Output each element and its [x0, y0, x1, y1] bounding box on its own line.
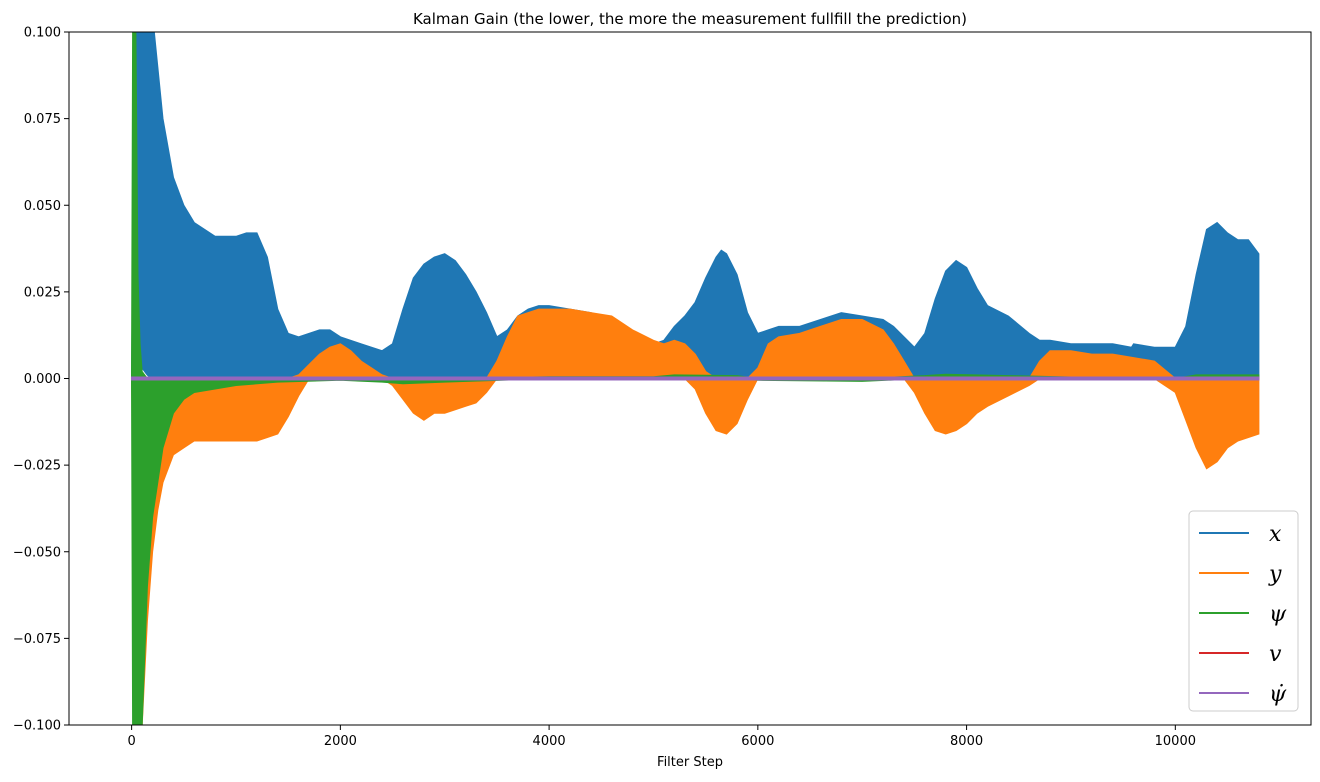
y-tick-label: −0.025: [13, 459, 61, 474]
legend-label: v: [1269, 642, 1282, 667]
y-tick-label: −0.075: [13, 632, 61, 647]
x-axis-label: Filter Step: [657, 755, 723, 770]
series-layer: [130, 32, 1260, 725]
legend-box: [1188, 510, 1299, 712]
legend-label: x: [1269, 522, 1282, 547]
x-tick-label: 8000: [950, 734, 983, 749]
y-tick-label: 0.075: [24, 112, 61, 127]
x-tick-label: 0: [127, 734, 135, 749]
y-tick-label: 0.025: [24, 285, 61, 300]
x-axis: 0 2000 4000 6000 8000 10000: [127, 725, 1196, 749]
y-tick-label: 0.050: [24, 199, 61, 214]
y-tick-label: −0.050: [13, 545, 61, 560]
series-band-5: [131, 376, 1260, 381]
y-tick-label: −0.100: [13, 719, 61, 734]
y-tick-label: 0.100: [24, 26, 61, 41]
legend-label: ψ̇: [1269, 682, 1287, 707]
legend-label: y: [1268, 562, 1282, 587]
chart-title: Kalman Gain (the lower, the more the mea…: [413, 10, 967, 28]
x-tick-label: 6000: [741, 734, 774, 749]
y-tick-label: 0.000: [24, 372, 61, 387]
series-band-1: [131, 32, 1260, 380]
legend-label: ψ: [1269, 602, 1287, 627]
y-axis: −0.100 −0.075 −0.050 −0.025 0.000 0.025 0.050 0…: [13, 26, 69, 734]
x-tick-label: 2000: [324, 734, 357, 749]
x-tick-label: 4000: [533, 734, 566, 749]
x-tick-label: 10000: [1155, 734, 1196, 749]
